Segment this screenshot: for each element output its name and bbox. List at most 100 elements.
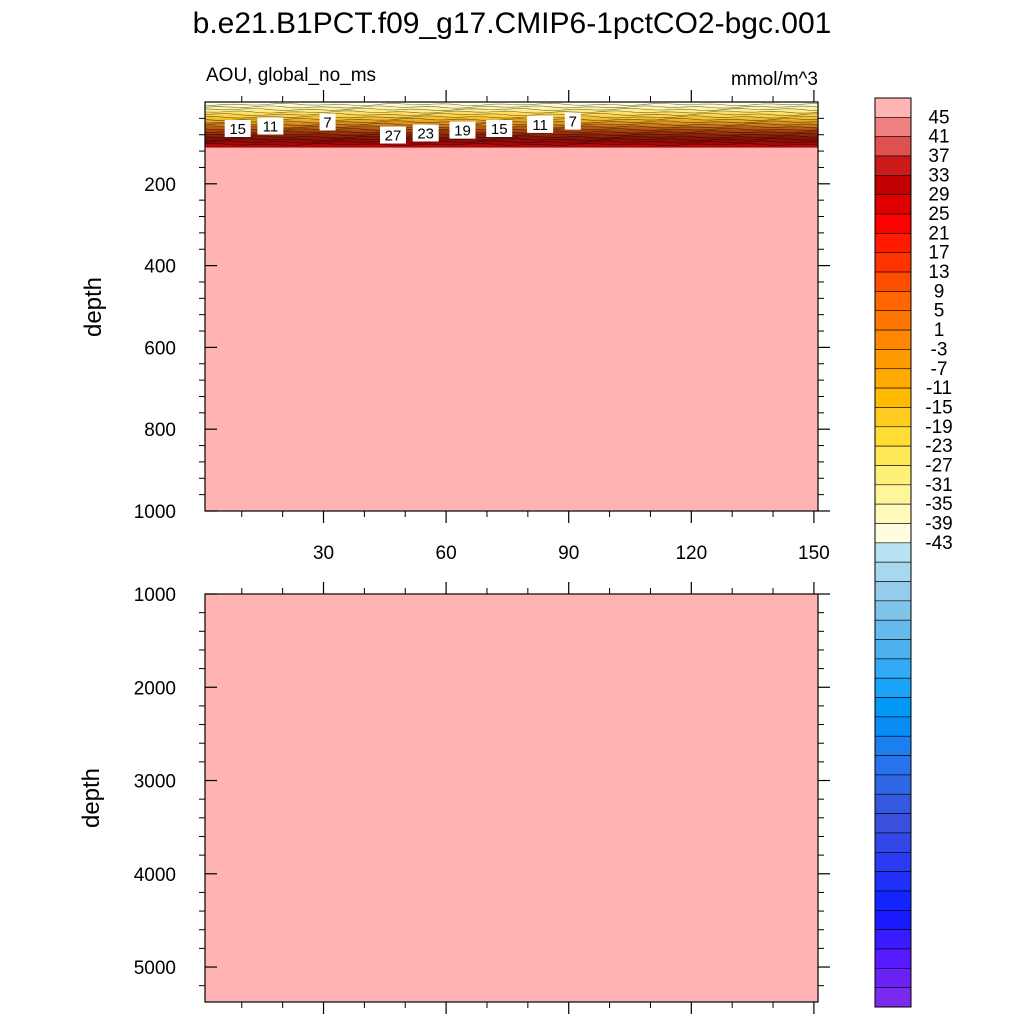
contour-label: 15: [486, 119, 513, 138]
contour-line: [204, 112, 819, 117]
colorbar-label: -27: [925, 455, 952, 476]
lower-fill: [205, 594, 818, 1002]
upper-plot-border: [204, 101, 819, 512]
colorbar-label: -23: [925, 436, 952, 457]
lower-plot-area: [204, 593, 819, 1003]
contour-label-text: 19: [454, 123, 471, 140]
colorbar-label: 5: [934, 301, 945, 322]
contour-line: [204, 117, 819, 121]
contour-line: [204, 108, 819, 112]
colorbar-cell: [874, 851, 912, 872]
lower-y-axis-label: depth: [78, 768, 105, 828]
upper-axes: 200 400 600 800 1000 30 60 90 120 150: [134, 90, 830, 564]
figure-title: b.e21.B1PCT.f09_g17.CMIP6-1pctCO2-bgc.00…: [193, 7, 832, 40]
colorbar-label: 17: [928, 243, 949, 264]
colorbar-cell: [874, 774, 912, 795]
colorbar-label: -31: [925, 475, 952, 496]
colorbar-cell: [874, 426, 912, 447]
colorbar-cell: [874, 735, 912, 756]
surface-band: [205, 141, 818, 146]
contour-line: [204, 110, 819, 114]
colorbar-cell: [874, 832, 912, 853]
contour-label-box: [564, 112, 581, 130]
colorbar-label: -19: [925, 417, 952, 438]
contour-label: 27: [379, 126, 406, 145]
contour-label: 11: [527, 115, 554, 134]
y-tick-label: 400: [144, 257, 176, 278]
contour-label-box: [379, 126, 406, 144]
colorbar-label: -7: [931, 359, 948, 380]
colorbar-cell: [874, 213, 912, 234]
x-tick-label: 30: [313, 543, 334, 564]
contour-label: 7: [319, 113, 336, 131]
contour-label: 7: [564, 112, 581, 131]
surface-band: [205, 144, 818, 148]
y-tick-label: 600: [144, 338, 176, 359]
contour-label-text: 11: [532, 117, 548, 134]
y-tick-label: 4000: [134, 865, 176, 886]
contour-label-text: 15: [229, 121, 246, 138]
contour-label-text: 11: [263, 119, 279, 136]
surface-band: [205, 106, 818, 111]
y-tick-label: 1000: [134, 502, 176, 523]
surface-band: [205, 139, 818, 143]
colorbar-cell: [874, 542, 912, 563]
contour-label: 23: [412, 124, 439, 142]
contour-label-text: 23: [417, 125, 434, 142]
upper-plot-area: 15 11 7 27 23 19 15 11 7: [204, 101, 819, 512]
colorbar-label: 33: [928, 165, 949, 186]
lower-axes: 1000 2000 3000 4000 5000: [134, 582, 830, 1014]
colorbar-label: 45: [928, 107, 949, 128]
colorbar-cell: [874, 523, 912, 544]
y-tick-label: 200: [144, 175, 176, 196]
contour-line: [204, 115, 819, 119]
y-tick-label: 1000: [134, 585, 176, 606]
contour-line: [204, 140, 819, 144]
surface-band: [205, 111, 818, 116]
contour-line: [204, 137, 819, 142]
contour-label: 19: [449, 121, 476, 140]
colorbar-cell: [874, 368, 912, 389]
colorbar-cell: [874, 793, 912, 814]
contour-label-box: [527, 115, 554, 133]
colorbar: 454137332925211713951-3-7-11-15-19-23-27…: [874, 97, 953, 1008]
colorbar-cell: [874, 97, 912, 118]
colorbar-cell: [874, 465, 912, 486]
x-tick-label: 90: [558, 543, 579, 564]
colorbar-cell: [874, 252, 912, 273]
upper-fill: [205, 102, 818, 511]
colorbar-cell: [874, 117, 912, 137]
colorbar-cell: [874, 813, 912, 834]
contour-line: [204, 102, 819, 107]
colorbar-cell: [874, 619, 912, 640]
colorbar-label: -11: [926, 378, 952, 399]
colorbar-cell: [874, 407, 912, 428]
upper-panel: AOU, global_no_ms mmol/m^3 15 11 727 23 19 15…: [80, 65, 830, 564]
colorbar-cell: [874, 929, 912, 950]
colorbar-cell: [874, 968, 912, 988]
contour-line: [204, 142, 819, 146]
upper-panel-variable-label: AOU, global_no_ms: [206, 65, 376, 86]
colorbar-cell: [874, 291, 912, 312]
contour-label-box: [412, 124, 439, 142]
lower-panel: depth 1000 2000 3000 4000 5000: [78, 582, 830, 1014]
colorbar-cell: [874, 600, 912, 621]
colorbar-cell: [874, 909, 912, 930]
colorbar-cell: [874, 581, 912, 602]
contour-label: 15: [224, 119, 251, 138]
colorbar-cell: [874, 503, 912, 524]
colorbar-cell: [874, 561, 912, 582]
colorbar-cell: [874, 310, 912, 331]
contour-label-text: 27: [385, 128, 402, 145]
surface-band: [205, 104, 818, 108]
colorbar-cell: [874, 639, 912, 660]
contour-label-text: 7: [569, 114, 577, 131]
colorbar-cell: [874, 136, 912, 157]
contour-label-box: [319, 113, 336, 131]
colorbar-cell: [874, 271, 912, 292]
colorbar-cell: [874, 677, 912, 698]
surface-band: [205, 102, 818, 106]
colorbar-cell: [874, 349, 912, 370]
colorbar-cell: [874, 890, 912, 911]
